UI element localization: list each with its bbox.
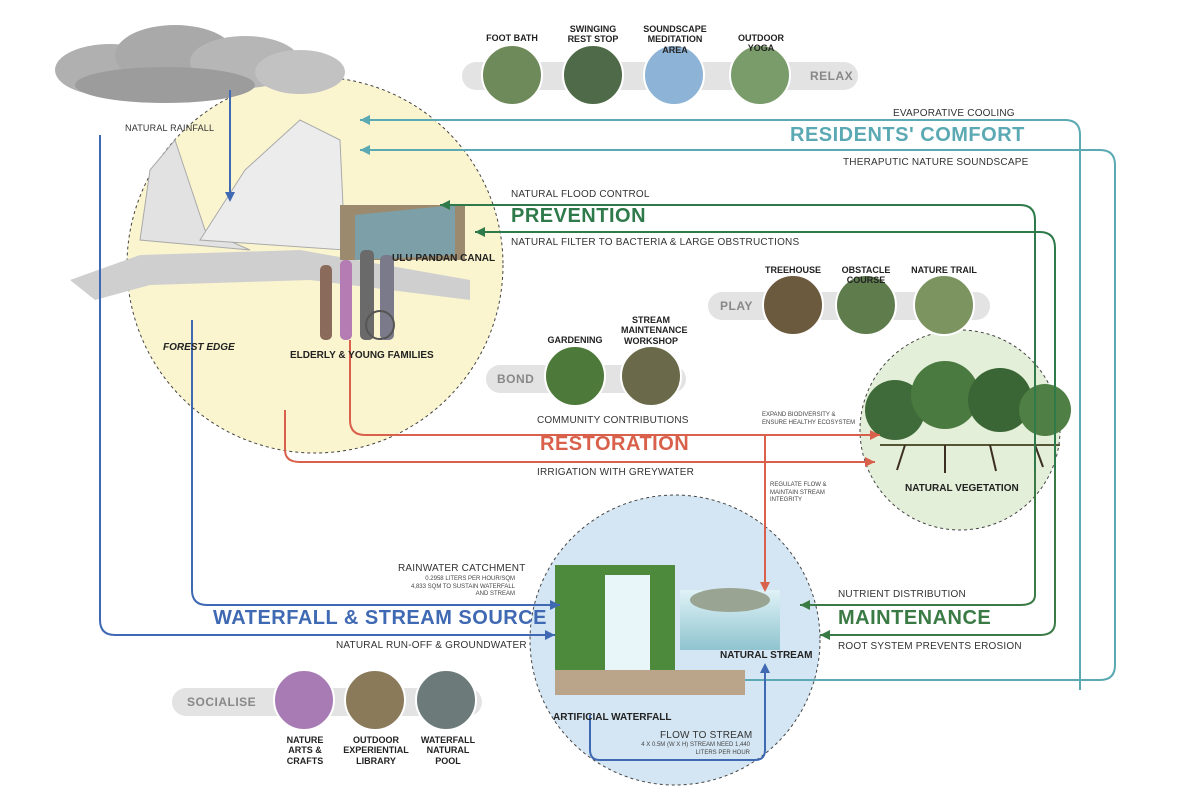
prevention-title: PREVENTION: [511, 205, 647, 227]
relax-item-foot-bath: FOOT BATH: [486, 33, 538, 43]
socialise-item-library: OUTDOOR EXPERIENTIAL LIBRARY: [343, 735, 409, 766]
waterfall-flow-top: [191, 320, 560, 606]
waterfall-title: WATERFALL & STREAM SOURCE: [213, 607, 547, 629]
bond-item-gardening: GARDENING: [547, 335, 603, 345]
waterfall-illustration: [555, 565, 780, 695]
relax-item-outdoor-yoga: OUTDOOR YOGA: [738, 33, 784, 54]
restoration-bio-note: EXPAND BIODIVERSITY & ENSURE HEALTHY ECO…: [762, 412, 856, 426]
relax-label: RELAX: [810, 69, 854, 83]
flow-to-stream-label: FLOW TO STREAM: [660, 730, 753, 741]
maintenance-title: MAINTENANCE: [838, 607, 992, 629]
prevention-bottom-caption: NATURAL FILTER TO BACTERIA & LARGE OBSTR…: [511, 237, 800, 248]
relax-item-swinging-rest-stop: SWINGING REST STOP: [567, 24, 619, 45]
comfort-flow-bottom: [360, 149, 1116, 681]
socialise-thumbs: [273, 669, 477, 731]
flow-to-stream: [589, 665, 766, 761]
bond-thumbs: [544, 345, 682, 407]
comfort-flow-top: [360, 119, 1081, 690]
bond-item-stream-workshop: STREAM MAINTENANCE WORKSHOP: [621, 315, 688, 346]
flow-note: 4 X 0.5M (W X H) STREAM NEED 1,440 LITER…: [641, 742, 750, 756]
restoration-bottom-caption: IRRIGATION WITH GREYWATER: [537, 467, 695, 478]
comfort-bottom-caption: THERAPUTIC NATURE SOUNDSCAPE: [843, 157, 1029, 168]
waterfall-top-note: 0.2958 LITERS PER HOUR/SQM 4,833 SQM TO …: [410, 576, 515, 597]
waterfall-top-caption: RAINWATER CATCHMENT: [398, 563, 526, 574]
comfort-top-caption: EVAPORATIVE COOLING: [893, 108, 1015, 119]
waterfall-node-label: ARTIFICIAL WATERFALL: [553, 712, 672, 723]
play-item-treehouse: TREEHOUSE: [764, 265, 821, 275]
socialise-item-arts-crafts: NATURE ARTS & CRAFTS: [286, 735, 324, 766]
canal-label: ULU PANDAN CANAL: [392, 253, 496, 264]
play-item-nature-trail: NATURE TRAIL: [911, 265, 977, 275]
play-label: PLAY: [720, 299, 753, 313]
maintenance-flow-top: [800, 470, 1036, 606]
prevention-flow-top: [440, 204, 1036, 470]
prevention-flow-bottom: [475, 231, 1056, 620]
rainfall-label: NATURAL RAINFALL: [125, 123, 215, 133]
socialise-label: SOCIALISE: [187, 695, 257, 709]
vegetation-label: NATURAL VEGETATION: [905, 483, 1019, 494]
socialise-item-pool: WATERFALL NATURAL POOL: [420, 735, 476, 766]
rain-cloud: [55, 25, 345, 103]
relax-item-soundscape: SOUNDSCAPE MEDITATION AREA: [643, 24, 707, 55]
stream-label: NATURAL STREAM: [720, 650, 813, 661]
maintenance-top-caption: NUTRIENT DISTRIBUTION: [838, 589, 966, 600]
play-thumbs: [762, 274, 975, 336]
maintenance-bottom-caption: ROOT SYSTEM PREVENTS EROSION: [838, 641, 1022, 652]
waterfall-bottom-caption: NATURAL RUN-OFF & GROUNDWATER: [336, 640, 527, 651]
maintenance-flow-bottom: [820, 470, 1056, 636]
forest-edge-label: FOREST EDGE: [163, 342, 235, 353]
relax-thumbs: [481, 44, 791, 106]
trees-illustration: [865, 361, 1071, 473]
waterfall-flow-bottom: [99, 135, 555, 636]
families-label: ELDERLY & YOUNG FAMILIES: [290, 350, 434, 361]
bond-label: BOND: [497, 372, 535, 386]
restoration-title: RESTORATION: [540, 433, 690, 455]
play-item-obstacle-course: OBSTACLE COURSE: [841, 265, 891, 286]
restoration-flow-top: [349, 340, 880, 436]
comfort-title: RESIDENTS' COMFORT: [790, 124, 1025, 146]
restoration-top-caption: COMMUNITY CONTRIBUTIONS: [537, 415, 689, 426]
restoration-flow-note: REGULATE FLOW & MAINTAIN STREAM INTEGRIT…: [770, 482, 827, 503]
restoration-flow-bottom: [284, 410, 875, 463]
prevention-top-caption: NATURAL FLOOD CONTROL: [511, 189, 650, 200]
people-illustration: [320, 250, 395, 340]
